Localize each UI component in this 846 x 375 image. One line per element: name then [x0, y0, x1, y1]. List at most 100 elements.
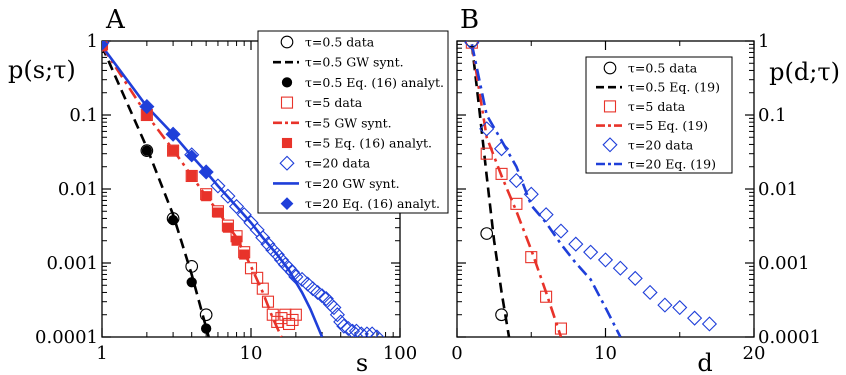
y-tick-label: 1 — [758, 31, 769, 52]
legend-marker-20-eq-16-analyt — [280, 197, 294, 210]
y-tick-label: 0.0001 — [35, 327, 98, 348]
x-tick-label: 20 — [743, 343, 766, 364]
data-point-20-data — [493, 141, 510, 157]
plot-area — [102, 41, 385, 337]
data-point-20-eq-16-analyt — [185, 149, 199, 163]
legend-label: τ=0.5 Eq. (19) — [628, 80, 720, 95]
legend-label: τ=5 GW synt. — [305, 115, 392, 130]
data-point-20-data — [273, 252, 289, 268]
data-point-0-5-eq-16-analyt — [167, 214, 179, 226]
data-point-20-data — [597, 252, 614, 268]
data-point-20-data — [353, 326, 369, 337]
data-point-0-5-eq-16-analyt — [141, 145, 153, 156]
legend-marker-5-data — [280, 96, 294, 109]
data-point-20-eq-16-analyt — [199, 165, 213, 179]
y-axis-label: p(s;τ) — [8, 56, 76, 84]
legend-marker-20-data — [602, 137, 618, 153]
legend: τ=0.5 data τ=0.5 GW synt. τ=0.5 Eq. (16) a… — [257, 30, 449, 214]
legend-label: τ=0.5 Eq. (16) analyt. — [305, 75, 444, 90]
data-point-20-data — [464, 41, 480, 51]
legend-marker-5-data — [603, 100, 617, 113]
x-tick-label: 10 — [240, 343, 263, 364]
legend-label: τ=5 Eq. (19) — [628, 118, 708, 133]
data-point-20-data — [314, 288, 330, 304]
data-point-5-data — [256, 282, 269, 295]
data-point-20-data — [210, 178, 226, 194]
data-point-20-data — [294, 271, 310, 287]
legend-label: τ=5 data — [305, 95, 363, 110]
data-point-20-data — [359, 326, 375, 337]
legend-marker-20-data — [279, 155, 295, 171]
data-point-5-data — [282, 317, 296, 331]
data-point-20-data — [538, 207, 554, 223]
data-point-20-eq-16-analyt — [140, 100, 154, 113]
data-point-20-data — [165, 126, 181, 142]
data-point-20-data — [344, 323, 361, 337]
data-point-20-data — [627, 270, 643, 286]
x-tick-label: 1 — [96, 343, 107, 364]
data-point-20-data — [687, 310, 703, 326]
x-axis-label: d — [697, 349, 712, 375]
data-point-20-data — [329, 307, 345, 323]
legend-marker-0-5-data — [280, 35, 294, 49]
data-point-5-data — [185, 169, 198, 183]
data-point-20-data — [255, 230, 271, 246]
panel-letter: B — [460, 5, 479, 35]
data-point-5-eq-16-analyt — [201, 191, 212, 202]
data-point-0-5-eq-16-analyt — [186, 277, 197, 288]
data-point-20-eq-16-analyt — [102, 41, 109, 51]
data-point-5-eq-16-analyt — [212, 207, 223, 218]
data-point-20-data — [612, 260, 628, 276]
y-tick-label: 0.01 — [58, 179, 98, 200]
data-point-0-5-data — [199, 308, 213, 322]
series-line-0-5-gw-synt — [102, 45, 210, 337]
y-tick-label: 0.1 — [758, 105, 787, 126]
panel-b: 1 0.1 0.01 0.001 0.0001 0 10 20 Bp(d;τ) d τ=0.5 da… — [451, 5, 840, 375]
data-point-20-data — [336, 318, 352, 334]
legend-label: τ=20 data — [305, 156, 371, 171]
data-point-20-data — [326, 299, 342, 316]
data-point-5-eq-16-analyt — [168, 145, 179, 156]
data-point-5-data — [266, 308, 279, 321]
data-point-5-eq-16-analyt — [231, 235, 242, 246]
x-axis-label: s — [356, 349, 368, 375]
data-point-5-data — [271, 315, 284, 328]
data-point-20-data — [269, 246, 285, 263]
legend-marker-5-eq-16-analyt — [281, 137, 293, 149]
data-point-0-5-data — [185, 260, 199, 273]
data-point-20-data — [318, 291, 334, 307]
series-line-5-eq-19 — [470, 44, 563, 337]
data-point-5-data — [554, 322, 568, 335]
y-tick-label: 0.001 — [46, 253, 98, 274]
data-point-20-data — [139, 98, 155, 115]
y-tick-label: 0.01 — [758, 179, 798, 200]
data-point-5-data — [510, 197, 523, 210]
legend-box — [585, 56, 733, 174]
data-point-20-data — [672, 299, 688, 316]
series-line-20-eq-19 — [470, 44, 622, 337]
series-line-0-5-eq-19 — [470, 44, 511, 337]
data-point-20-data — [236, 207, 252, 223]
legend-label: τ=5 Eq. (16) analyt. — [305, 136, 432, 151]
data-point-20-data — [701, 316, 718, 332]
y-tick-label: 0.001 — [758, 253, 810, 274]
data-point-20-eq-16-analyt — [166, 127, 180, 141]
data-point-5-data — [465, 41, 478, 49]
data-point-20-data — [364, 326, 380, 337]
panel-letter: A — [105, 5, 126, 35]
legend-marker-0-5-eq-16-analyt — [281, 77, 293, 88]
series-line-20-gw-synt — [102, 45, 324, 337]
data-point-20-data — [340, 320, 356, 337]
x-tick-label: 10 — [594, 343, 617, 364]
legend-label: τ=20 Eq. (19) — [628, 157, 716, 172]
x-tick-label: 0 — [451, 343, 462, 364]
data-point-20-data — [479, 121, 495, 137]
data-point-5-data — [244, 262, 258, 275]
x-tick-label: 100 — [383, 343, 417, 364]
data-point-5-data — [289, 308, 302, 321]
data-point-20-data — [220, 188, 236, 204]
data-point-20-data — [642, 284, 658, 301]
legend: τ=0.5 data τ=0.5 Eq. (19) τ=5 data τ=5 Eq. … — [585, 56, 733, 174]
